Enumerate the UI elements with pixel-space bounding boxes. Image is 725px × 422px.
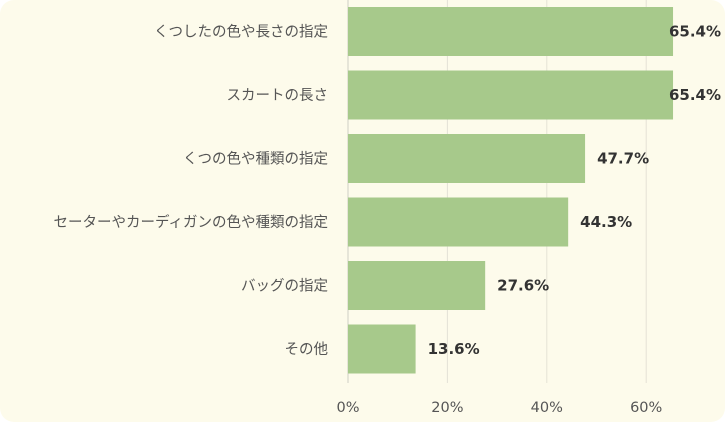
data-label: 65.4% [669,23,721,41]
x-tick-label: 40% [531,400,563,416]
x-tick-label: 20% [431,400,463,416]
category-label: スカートの長さ [227,87,329,104]
bar [348,261,486,310]
labels: 0% 20% 40% 60% くつしたの色や長さの指定 65.4% スカートの長さ 65.4%… [54,23,721,417]
bar [348,7,674,56]
data-label: 65.4% [669,86,721,104]
category-label: くつの色や種類の指定 [183,151,328,168]
data-label: 47.7% [597,150,649,168]
data-label: 44.3% [580,213,632,231]
data-label: 13.6% [428,340,480,358]
category-label: くつしたの色や長さの指定 [154,24,328,41]
bar [348,324,416,374]
gridlines [347,0,647,383]
x-tick-label: 0% [336,400,359,416]
x-tick-label: 60% [630,400,662,416]
bar [348,70,674,120]
bars [348,7,674,374]
category-label: セーターやカーディガンの色や種類の指定 [54,213,328,231]
category-label: その他 [285,341,329,358]
bar [348,134,586,183]
data-label: 27.6% [497,277,549,295]
bar [348,197,569,247]
category-label: バッグの指定 [241,278,328,295]
